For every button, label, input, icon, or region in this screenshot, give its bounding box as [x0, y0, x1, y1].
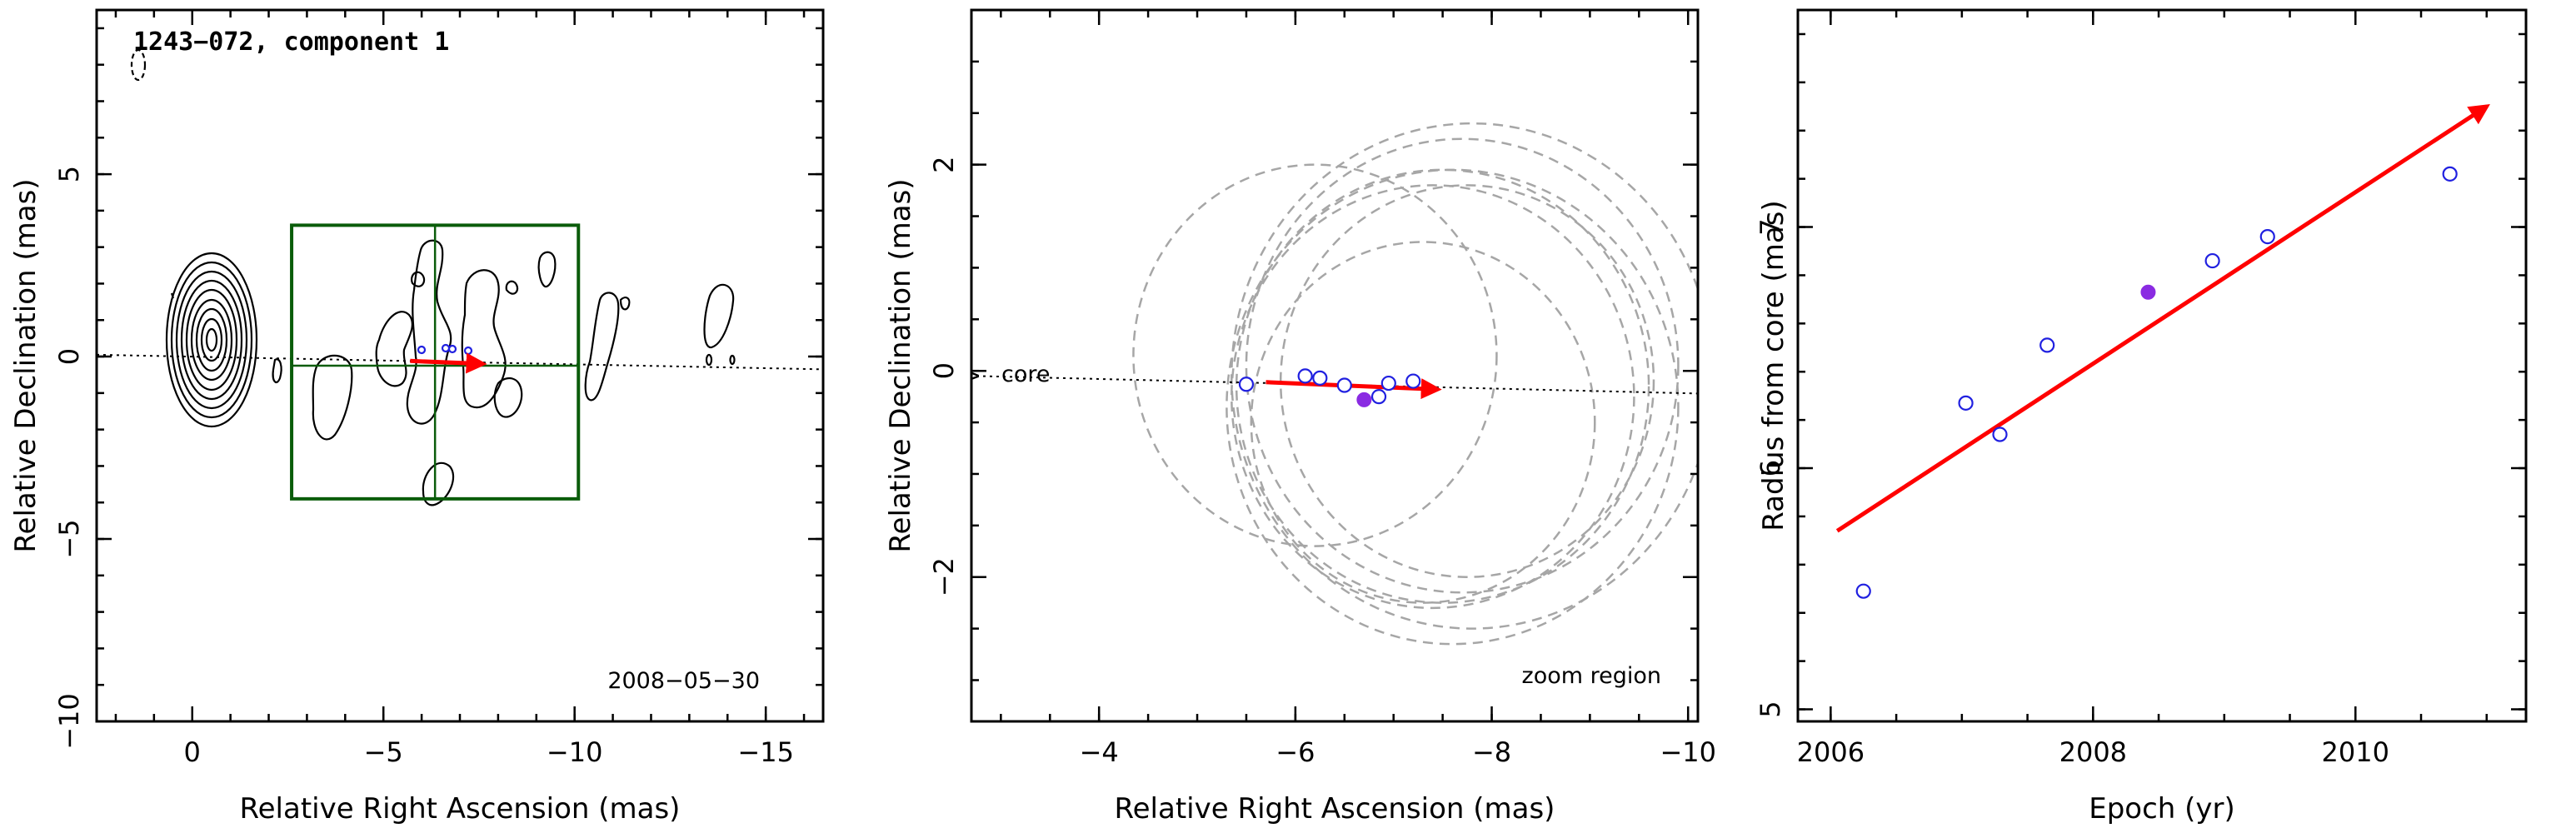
x-axis-label: Epoch (yr): [2089, 792, 2235, 826]
component-point: [1238, 377, 1255, 392]
axis-ticks: −4 −6 −8 −10 −2 0 2: [928, 8, 1716, 768]
error-circles: [1132, 122, 1698, 646]
panel-map: 0 −5 −10 −15 −10 −5 0 5 1243−072, component 1 2…: [9, 8, 825, 826]
y-axis-label: Radius from core (mas): [1757, 200, 1790, 531]
axis-ticks: 2006 2008 2010 5 6 7: [1755, 10, 2526, 768]
radius-points: [1855, 166, 2458, 599]
x-axis-label: Relative Right Ascension (mas): [1115, 792, 1555, 826]
y-tick-label: 6: [1755, 460, 1786, 476]
zoom-plot-area: [976, 122, 1698, 646]
contour-map: [97, 48, 823, 506]
radius-plot-area: [1835, 104, 2490, 599]
x-axis-label: Relative Right Ascension (mas): [240, 792, 681, 826]
x-tick-label: −10: [547, 736, 603, 768]
zoom-region-label: zoom region: [1522, 663, 1661, 689]
ridge-line: [97, 353, 823, 371]
y-tick-label: 0: [928, 362, 960, 379]
panel1-mini-points: [417, 343, 473, 356]
error-circle: [1235, 168, 1650, 604]
y-tick-label: −10: [53, 693, 85, 750]
component-point: [1380, 375, 1396, 392]
zoom-box: [290, 223, 581, 501]
x-tick-label: −8: [1472, 736, 1511, 768]
radius-point: [1992, 426, 2008, 442]
x-tick-label: −4: [1080, 736, 1119, 768]
component-point: [1405, 373, 1421, 389]
error-circle: [1231, 184, 1635, 610]
core-contours: [165, 252, 258, 428]
x-tick-label: −10: [1660, 736, 1716, 768]
x-tick-label: 2006: [1797, 736, 1865, 768]
current-epoch-point: [1356, 392, 1372, 407]
core-label: core: [1001, 362, 1050, 387]
component-point: [1297, 368, 1313, 384]
radius-point: [2259, 229, 2275, 245]
y-tick-label: 2: [928, 156, 960, 172]
y-tick-label: −2: [928, 557, 960, 596]
x-tick-label: −5: [364, 736, 403, 768]
y-tick-label: −5: [53, 519, 85, 558]
radius-point: [2204, 252, 2220, 269]
radius-point: [1958, 395, 1974, 411]
y-axis-label: Relative Declination (mas): [9, 178, 42, 552]
x-tick-label: 2010: [2322, 736, 2389, 768]
fit-line: [1835, 104, 2490, 533]
component-point: [1370, 389, 1387, 405]
error-circle: [1132, 163, 1498, 547]
x-tick-label: 0: [184, 736, 201, 768]
error-circle: [1250, 241, 1596, 604]
panel-zoom: −4 −6 −8 −10 −2 0 2 core zoom region Relative …: [884, 8, 1716, 826]
radius-point: [2039, 337, 2055, 353]
component-point: [1312, 370, 1328, 386]
panel-radius: 2006 2008 2010 5 6 7 Epoch (yr) Radius from c…: [1755, 8, 2528, 826]
y-tick-label: 5: [1755, 701, 1786, 717]
y-tick-label: 0: [53, 348, 85, 365]
beam-ellipse: [130, 48, 147, 82]
axis-ticks: 0 −5 −10 −15 −10 −5 0 5: [53, 10, 823, 768]
radius-point: [2442, 166, 2458, 182]
velocity-vector: [410, 352, 487, 374]
y-tick-label: 7: [1755, 218, 1786, 235]
error-circle: [1226, 168, 1680, 646]
x-tick-label: −15: [737, 736, 794, 768]
panel-title: 1243−072, component 1: [133, 27, 449, 57]
error-circle: [1231, 122, 1698, 630]
plot-frame: [1796, 8, 2528, 723]
x-tick-label: 2008: [2059, 736, 2127, 768]
plot-frame: [970, 8, 1700, 723]
error-circle: [1245, 137, 1680, 594]
x-tick-label: −6: [1276, 736, 1315, 768]
y-axis-label: Relative Declination (mas): [884, 178, 917, 552]
epoch-label: 2008−05−30: [607, 668, 760, 694]
current-epoch-point: [2140, 284, 2156, 300]
component-points: [1238, 368, 1421, 407]
component-point: [1336, 377, 1352, 393]
jet-contours: [272, 239, 736, 506]
radius-point: [1855, 583, 1871, 599]
y-tick-label: 5: [53, 166, 85, 182]
